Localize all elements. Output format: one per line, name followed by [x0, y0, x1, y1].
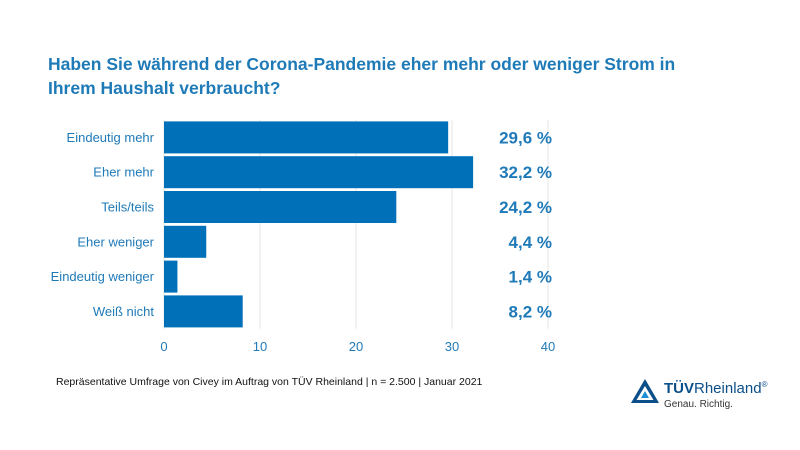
value-label: 1,4 %: [509, 268, 552, 287]
triangle-logo-icon: [631, 379, 659, 403]
x-tick-label: 40: [541, 339, 555, 354]
value-label: 29,6 %: [499, 128, 552, 147]
logo-brand-bold: TÜV: [664, 380, 694, 397]
x-tick-label: 30: [445, 339, 459, 354]
logo-registered-mark: ®: [761, 380, 768, 389]
bar: [164, 156, 474, 189]
bar: [164, 295, 243, 328]
value-label: 4,4 %: [509, 233, 552, 252]
value-label: 32,2 %: [499, 163, 552, 182]
category-label: Teils/teils: [101, 200, 154, 215]
category-label: Eher weniger: [77, 234, 154, 249]
chart-title: Haben Sie während der Corona-Pandemie eh…: [48, 54, 676, 98]
x-tick-label: 0: [160, 339, 167, 354]
category-label: Eindeutig weniger: [51, 269, 155, 284]
value-label: 24,2 %: [499, 198, 552, 217]
category-label: Eindeutig mehr: [67, 130, 155, 145]
bar: [164, 191, 397, 223]
footnote: Repräsentative Umfrage von Civey im Auft…: [56, 376, 483, 388]
logo-brand-rest: Rheinland: [694, 380, 762, 397]
logo-brand: TÜVRheinland®: [664, 380, 767, 397]
value-label: 8,2 %: [509, 302, 552, 321]
x-tick-label: 10: [253, 339, 267, 354]
bar: [164, 260, 178, 293]
tuv-rheinland-logo: TÜVRheinland® Genau. Richtig.: [630, 378, 780, 418]
x-tick-label: 20: [349, 339, 363, 354]
bar: [164, 225, 207, 258]
bar: [164, 121, 449, 154]
logo-tagline: Genau. Richtig.: [664, 399, 733, 410]
category-label: Eher mehr: [93, 165, 154, 180]
category-label: Weiß nicht: [93, 304, 155, 319]
